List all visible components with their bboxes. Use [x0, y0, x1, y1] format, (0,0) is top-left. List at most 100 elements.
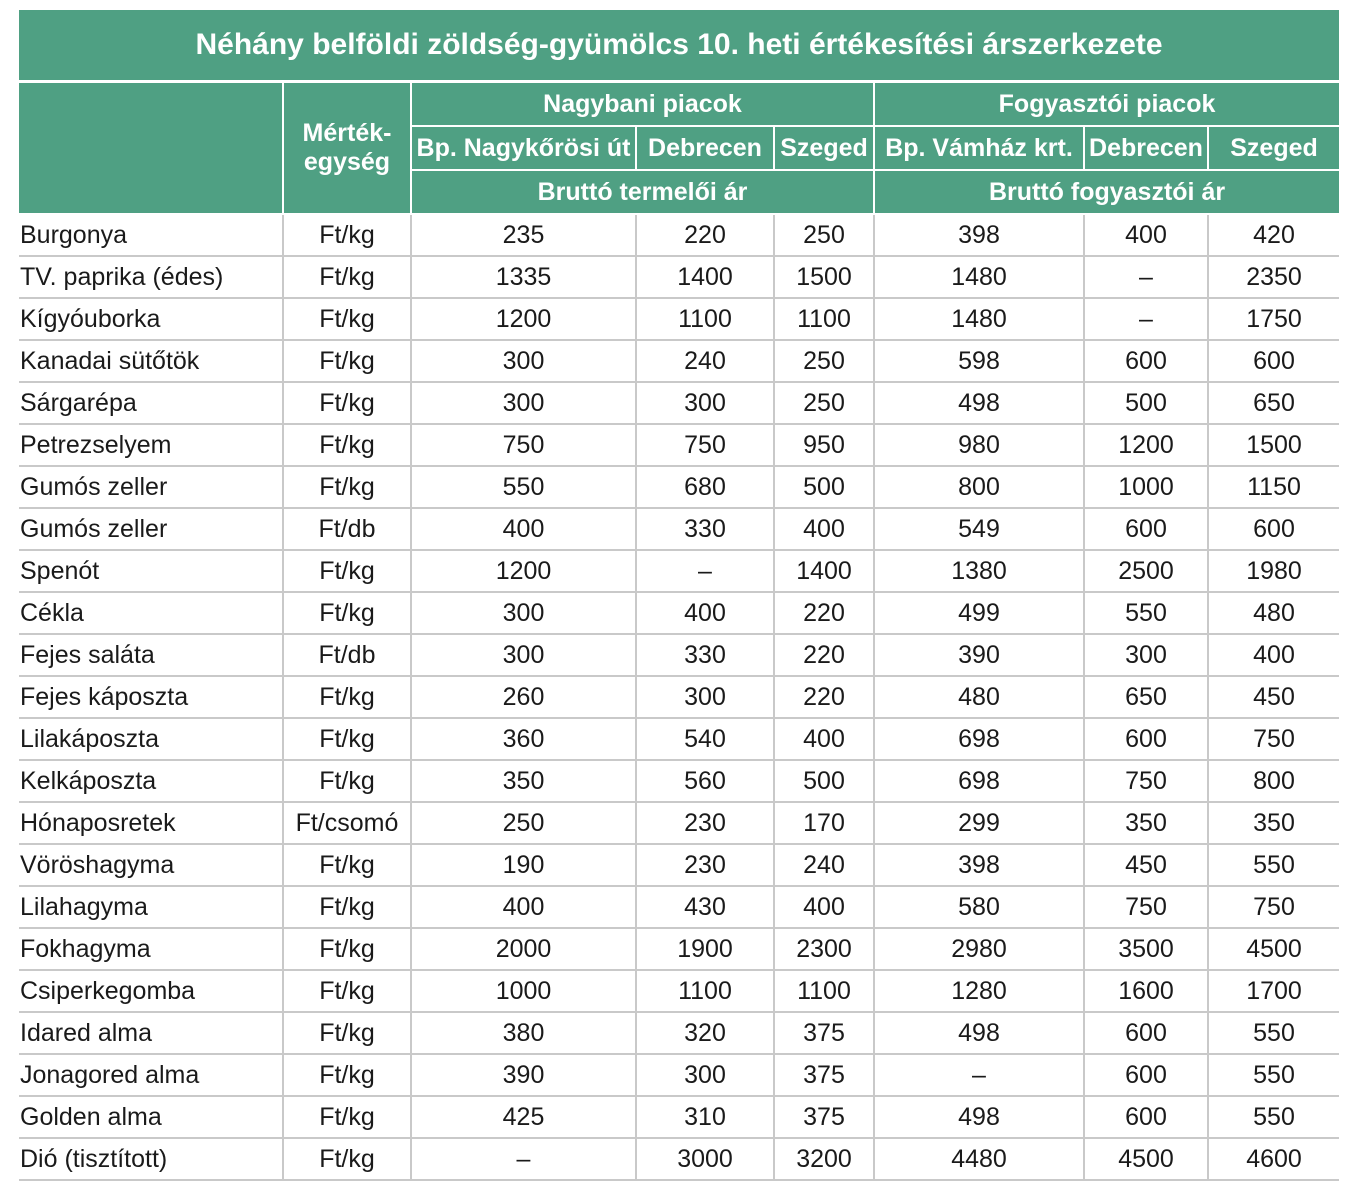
consumer-market-header: Szeged	[1206, 125, 1340, 171]
consumer-price-cell: 1980	[1208, 550, 1340, 593]
consumer-price-cell: 1750	[1208, 298, 1340, 341]
wholesale-price-cell: 1100	[774, 298, 875, 341]
unit-cell: Ft/kg	[283, 970, 412, 1013]
consumer-price-cell: 350	[1208, 802, 1340, 845]
table-row: Gumós zeller Ft/kg 550 680 500 800 1000 1150	[19, 466, 1340, 509]
wholesale-price-cell: 350	[411, 760, 637, 803]
table-row: Idared alma Ft/kg 380 320 375 498 600 550	[19, 1012, 1340, 1055]
consumer-price-cell: 400	[1084, 214, 1209, 257]
consumer-price-cell: 600	[1084, 1054, 1209, 1097]
wholesale-price-cell: 390	[411, 1054, 637, 1097]
wholesale-price-cell: 220	[774, 634, 875, 677]
table-row: Vöröshagyma Ft/kg 190 230 240 398 450 550	[19, 844, 1340, 887]
consumer-price-cell: 600	[1084, 1096, 1209, 1139]
unit-cell: Ft/csomó	[283, 802, 412, 845]
unit-cell: Ft/kg	[283, 550, 412, 593]
product-name-cell: TV. paprika (édes)	[19, 256, 284, 299]
product-name-cell: Spenót	[19, 550, 284, 593]
consumer-market-header: Debrecen	[1083, 125, 1209, 171]
unit-cell: Ft/kg	[283, 928, 412, 971]
unit-cell: Ft/kg	[283, 256, 412, 299]
product-name-cell: Sárgarépa	[19, 382, 284, 425]
consumer-price-cell: 498	[874, 1096, 1085, 1139]
wholesale-group-header: Nagybani piacok	[410, 80, 875, 127]
product-name-cell: Hónaposretek	[19, 802, 284, 845]
consumer-price-cell: 420	[1208, 214, 1340, 257]
wholesale-price-cell: 500	[774, 466, 875, 509]
wholesale-price-cell: 230	[636, 802, 775, 845]
wholesale-price-cell: 400	[411, 508, 637, 551]
unit-cell: Ft/kg	[283, 718, 412, 761]
wholesale-price-cell: 235	[411, 214, 637, 257]
wholesale-price-cell: 300	[636, 1054, 775, 1097]
wholesale-price-cell: 310	[636, 1096, 775, 1139]
wholesale-price-cell: 300	[636, 382, 775, 425]
table-row: Gumós zeller Ft/db 400 330 400 549 600 600	[19, 508, 1340, 551]
product-name-cell: Vöröshagyma	[19, 844, 284, 887]
product-name-cell: Lilakáposzta	[19, 718, 284, 761]
unit-cell: Ft/kg	[283, 760, 412, 803]
consumer-price-cell: 2980	[874, 928, 1085, 971]
wholesale-price-cell: 400	[774, 718, 875, 761]
table-row: Hónaposretek Ft/csomó 250 230 170 299 350 350	[19, 802, 1340, 845]
consumer-price-cell: 480	[1208, 592, 1340, 635]
table-row: Golden alma Ft/kg 425 310 375 498 600 550	[19, 1096, 1340, 1139]
consumer-price-cell: 450	[1208, 676, 1340, 719]
wholesale-price-cell: 360	[411, 718, 637, 761]
consumer-price-cell: 1480	[874, 298, 1085, 341]
product-name-cell: Fokhagyma	[19, 928, 284, 971]
consumer-group-header: Fogyasztói piacok	[872, 80, 1340, 127]
consumer-price-cell: 500	[1084, 382, 1209, 425]
unit-cell: Ft/kg	[283, 382, 412, 425]
consumer-price-cell: 800	[874, 466, 1085, 509]
product-name-cell: Burgonya	[19, 214, 284, 257]
consumer-price-cell: 549	[874, 508, 1085, 551]
wholesale-price-cell: 1200	[411, 550, 637, 593]
wholesale-price-cell: 250	[774, 214, 875, 257]
consumer-price-cell: 1150	[1208, 466, 1340, 509]
consumer-price-cell: 698	[874, 760, 1085, 803]
wholesale-price-cell: 1500	[774, 256, 875, 299]
unit-cell: Ft/db	[283, 508, 412, 551]
wholesale-price-cell: 2000	[411, 928, 637, 971]
wholesale-price-cell: –	[636, 550, 775, 593]
consumer-price-cell: 299	[874, 802, 1085, 845]
wholesale-market-header: Bp. Nagykőrösi út	[410, 125, 637, 171]
price-table: Néhány belföldi zöldség-gyümölcs 10. het…	[19, 10, 1340, 1181]
product-name-cell: Golden alma	[19, 1096, 284, 1139]
wholesale-market-header: Debrecen	[635, 125, 775, 171]
wholesale-price-cell: 375	[774, 1012, 875, 1055]
consumer-price-cell: 1600	[1084, 970, 1209, 1013]
wholesale-price-cell: 375	[774, 1054, 875, 1097]
consumer-price-cell: 1480	[874, 256, 1085, 299]
unit-cell: Ft/kg	[283, 844, 412, 887]
wholesale-price-cell: 1900	[636, 928, 775, 971]
table-body: Burgonya Ft/kg 235 220 250 398 400 420 TV. papri…	[19, 214, 1340, 1181]
consumer-price-cell: 4500	[1208, 928, 1340, 971]
consumer-price-cell: 1280	[874, 970, 1085, 1013]
consumer-price-cell: 750	[1208, 718, 1340, 761]
wholesale-price-cell: 750	[411, 424, 637, 467]
wholesale-price-cell: 1400	[774, 550, 875, 593]
wholesale-price-cell: 380	[411, 1012, 637, 1055]
consumer-price-header: Bruttó fogyasztói ár	[872, 169, 1340, 215]
consumer-price-cell: 2350	[1208, 256, 1340, 299]
product-name-cell: Kelkáposzta	[19, 760, 284, 803]
wholesale-price-cell: 500	[774, 760, 875, 803]
consumer-price-cell: 550	[1084, 592, 1209, 635]
wholesale-price-cell: 300	[411, 634, 637, 677]
wholesale-price-cell: 1000	[411, 970, 637, 1013]
consumer-price-cell: 498	[874, 382, 1085, 425]
unit-cell: Ft/kg	[283, 1138, 412, 1181]
wholesale-price-cell: 250	[774, 382, 875, 425]
table-row: Burgonya Ft/kg 235 220 250 398 400 420	[19, 214, 1340, 257]
product-name-cell: Cékla	[19, 592, 284, 635]
wholesale-price-cell: 190	[411, 844, 637, 887]
consumer-price-cell: 398	[874, 214, 1085, 257]
consumer-price-cell: 800	[1208, 760, 1340, 803]
table-row: TV. paprika (édes) Ft/kg 1335 1400 1500 1480–…	[19, 256, 1340, 299]
consumer-price-cell: 1700	[1208, 970, 1340, 1013]
consumer-price-cell: 398	[874, 844, 1085, 887]
product-name-cell: Gumós zeller	[19, 508, 284, 551]
table-row: Fejes káposzta Ft/kg 260 300 220 480 650 450	[19, 676, 1340, 719]
